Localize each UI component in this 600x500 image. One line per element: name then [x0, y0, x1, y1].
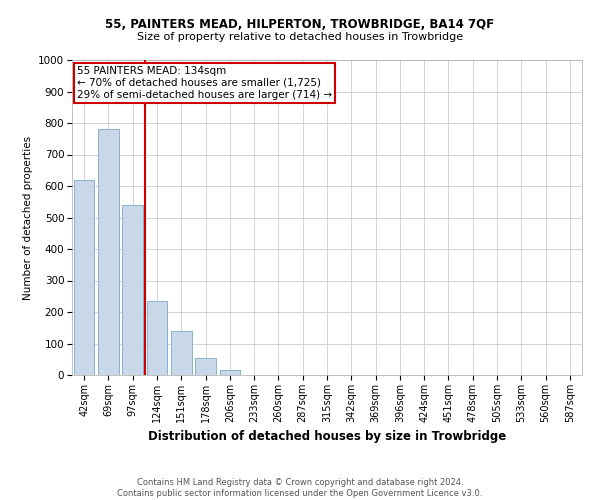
Bar — [74, 180, 94, 375]
Text: 55, PAINTERS MEAD, HILPERTON, TROWBRIDGE, BA14 7QF: 55, PAINTERS MEAD, HILPERTON, TROWBRIDGE… — [106, 18, 494, 30]
Bar — [220, 370, 240, 375]
Bar — [146, 301, 167, 375]
X-axis label: Distribution of detached houses by size in Trowbridge: Distribution of detached houses by size … — [148, 430, 506, 444]
Text: 55 PAINTERS MEAD: 134sqm
← 70% of detached houses are smaller (1,725)
29% of sem: 55 PAINTERS MEAD: 134sqm ← 70% of detach… — [77, 66, 332, 100]
Text: Size of property relative to detached houses in Trowbridge: Size of property relative to detached ho… — [137, 32, 463, 42]
Text: Contains HM Land Registry data © Crown copyright and database right 2024.
Contai: Contains HM Land Registry data © Crown c… — [118, 478, 482, 498]
Bar — [98, 130, 119, 375]
Bar — [122, 205, 143, 375]
Bar — [171, 331, 191, 375]
Bar — [195, 358, 216, 375]
Y-axis label: Number of detached properties: Number of detached properties — [23, 136, 32, 300]
